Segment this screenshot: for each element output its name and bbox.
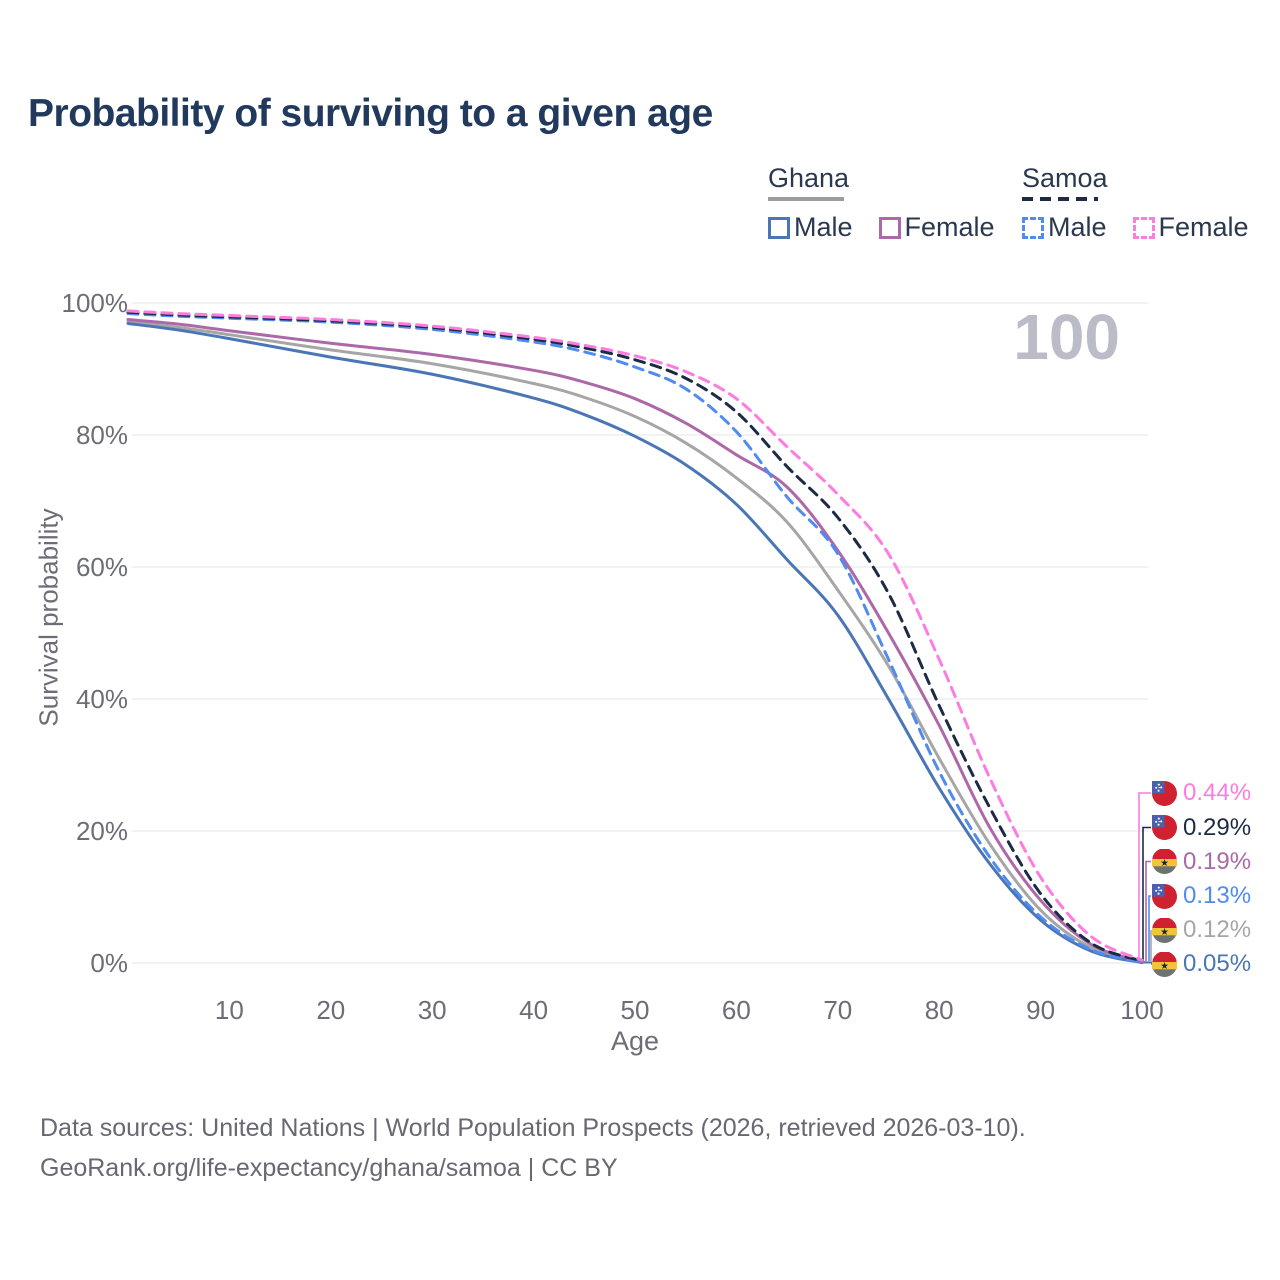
ghana-female-swatch-icon — [878, 216, 901, 239]
x-tick-label: 10 — [214, 995, 244, 1025]
legend-item-label: Female — [904, 212, 995, 242]
samoa-flag-icon — [1152, 815, 1177, 840]
svg-text:★: ★ — [1160, 927, 1169, 938]
y-tick-label: 80% — [75, 420, 128, 450]
legend-country-samoa[interactable]: Samoa — [1022, 163, 1108, 193]
ghana-flag-icon: ★ — [1152, 917, 1177, 943]
series-line-samoa[interactable] — [126, 310, 1144, 963]
legend-ghana-line-swatch — [768, 197, 844, 201]
end-label-samoa-female[interactable]: 0.44% — [1152, 779, 1251, 807]
footer-data-sources: Data sources: United Nations | World Pop… — [40, 1114, 1026, 1142]
legend-group-samoa: Samoa Male Female — [1022, 163, 1249, 243]
end-label-ghana-male[interactable]: ★ 0.05% — [1152, 950, 1251, 978]
x-tick-label: 70 — [823, 995, 853, 1025]
x-axis-title: Age — [610, 1026, 660, 1056]
series-line-ghana-female[interactable] — [126, 318, 1144, 964]
legend-item-label: Male — [794, 212, 853, 242]
end-label-value: 0.13% — [1183, 882, 1252, 909]
legend-country-ghana[interactable]: Ghana — [768, 163, 850, 193]
ghana-male-swatch-icon — [768, 216, 790, 239]
x-tick-label: 30 — [417, 995, 447, 1025]
x-tick-label: 40 — [519, 995, 549, 1025]
end-label-ghana-female[interactable]: ★ 0.19% — [1152, 848, 1251, 876]
ghana-flag-icon: ★ — [1152, 951, 1177, 977]
x-tick-label: 20 — [316, 995, 346, 1025]
samoa-female-swatch-icon — [1132, 216, 1155, 239]
legend-item-ghana-male[interactable]: Male — [768, 212, 853, 243]
end-label-value: 0.44% — [1183, 779, 1252, 806]
end-label-ghana[interactable]: ★ 0.12% — [1152, 916, 1251, 944]
svg-text:★: ★ — [1160, 858, 1169, 869]
y-tick-label: 60% — [75, 552, 128, 582]
footer-attribution: GeoRank.org/life-expectancy/ghana/samoa … — [40, 1154, 618, 1182]
page-title: Probability of surviving to a given age — [28, 92, 713, 135]
legend-item-samoa-female[interactable]: Female — [1132, 212, 1249, 243]
y-axis-title: Survival probability — [33, 508, 64, 727]
samoa-male-swatch-icon — [1022, 216, 1044, 239]
x-tick-label: 80 — [924, 995, 954, 1025]
survival-curve-plot[interactable] — [0, 0, 1280, 1080]
series-line-ghana[interactable] — [126, 319, 1144, 964]
x-tick-label: 50 — [620, 995, 650, 1025]
samoa-flag-icon — [1152, 883, 1177, 909]
end-label-samoa[interactable]: 0.29% — [1152, 814, 1251, 842]
end-label-value: 0.19% — [1183, 847, 1252, 875]
end-label-value: 0.05% — [1183, 950, 1252, 977]
end-label-samoa-male[interactable]: 0.13% — [1152, 882, 1251, 910]
legend-item-label: Female — [1158, 212, 1249, 242]
y-tick-label: 0% — [90, 948, 128, 978]
svg-text:★: ★ — [1160, 961, 1169, 972]
hovered-age-watermark: 100 — [1013, 301, 1120, 373]
legend-item-ghana-female[interactable]: Female — [878, 212, 995, 243]
y-tick-label: 100% — [61, 288, 129, 318]
ghana-flag-icon: ★ — [1152, 849, 1177, 874]
x-tick-label: 90 — [1026, 995, 1056, 1025]
y-tick-label: 20% — [75, 816, 128, 846]
series-line-ghana-male[interactable] — [126, 321, 1144, 965]
x-tick-label: 60 — [721, 995, 751, 1025]
end-label-value: 0.29% — [1183, 813, 1252, 841]
end-label-value: 0.12% — [1183, 916, 1252, 943]
samoa-flag-icon — [1152, 780, 1177, 806]
series-line-samoa-male[interactable] — [126, 312, 1144, 964]
legend-item-label: Male — [1048, 212, 1107, 242]
legend-samoa-line-swatch — [1022, 197, 1098, 201]
legend-item-samoa-male[interactable]: Male — [1022, 212, 1107, 243]
series-line-samoa-female[interactable] — [126, 309, 1144, 962]
x-tick-label: 100 — [1120, 995, 1164, 1025]
footer: Data sources: United Nations | World Pop… — [40, 1108, 1026, 1188]
y-tick-label: 40% — [75, 684, 128, 714]
legend-group-ghana: Ghana Male Female — [768, 163, 995, 243]
